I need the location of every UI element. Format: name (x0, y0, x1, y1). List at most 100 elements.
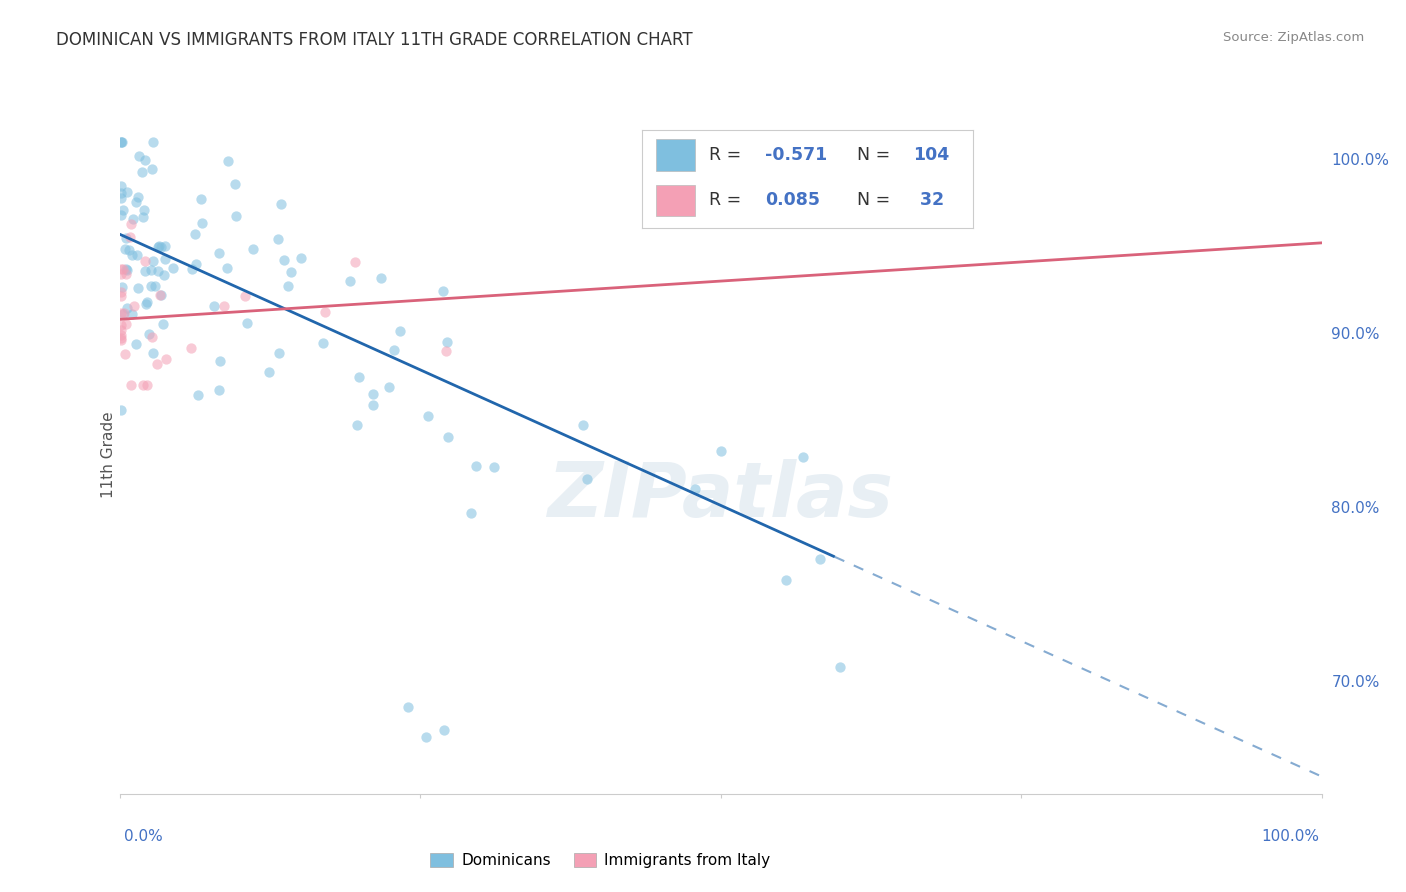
Text: DOMINICAN VS IMMIGRANTS FROM ITALY 11TH GRADE CORRELATION CHART: DOMINICAN VS IMMIGRANTS FROM ITALY 11TH … (56, 31, 693, 49)
Point (115, 262, 138, 277)
Point (437, 430, 460, 444)
Point (482, 459, 505, 474)
Point (131, 378, 153, 392)
Point (710, 443, 733, 458)
Point (110, 135, 132, 149)
Point (136, 378, 159, 392)
Point (433, 723, 456, 737)
Point (152, 317, 174, 331)
Point (112, 306, 135, 320)
Point (132, 210, 155, 224)
Point (808, 551, 831, 566)
Point (215, 261, 238, 276)
Point (110, 285, 132, 300)
Point (152, 268, 174, 282)
Point (110, 267, 132, 281)
Point (415, 730, 437, 744)
Point (142, 135, 165, 149)
Point (134, 264, 156, 278)
Point (233, 289, 256, 303)
Point (257, 365, 280, 379)
Point (280, 265, 302, 279)
Point (349, 370, 371, 384)
Point (186, 388, 208, 402)
Point (270, 196, 292, 211)
Point (148, 239, 170, 253)
Point (792, 450, 814, 465)
Point (110, 208, 132, 222)
Point (153, 239, 176, 253)
Point (141, 279, 163, 293)
Point (180, 341, 202, 355)
Point (122, 300, 145, 314)
Point (148, 263, 170, 277)
Point (138, 326, 160, 341)
Point (224, 177, 246, 191)
Point (110, 328, 132, 343)
Point (236, 316, 259, 330)
Point (110, 331, 132, 345)
Text: 100.0%: 100.0% (1261, 830, 1319, 844)
Point (110, 289, 132, 303)
Point (115, 301, 138, 315)
Point (115, 230, 138, 244)
Point (120, 229, 142, 244)
Point (115, 185, 138, 199)
Point (120, 378, 142, 392)
Point (135, 297, 157, 311)
Point (361, 386, 384, 401)
Point (114, 347, 136, 361)
Point (136, 295, 159, 310)
Point (110, 135, 132, 149)
Point (125, 248, 148, 262)
Point (312, 335, 335, 350)
Point (162, 260, 184, 275)
Point (184, 227, 207, 242)
Point (396, 700, 419, 714)
Point (148, 240, 170, 254)
Point (110, 323, 132, 337)
Point (212, 299, 235, 313)
Point (110, 191, 132, 205)
Text: Source: ZipAtlas.com: Source: ZipAtlas.com (1223, 31, 1364, 45)
Point (141, 161, 163, 176)
Point (208, 246, 231, 260)
Y-axis label: 11th Grade: 11th Grade (101, 411, 115, 499)
Point (111, 135, 134, 149)
Point (134, 253, 156, 268)
Text: 0.0%: 0.0% (124, 830, 163, 844)
Point (114, 242, 136, 256)
Point (110, 318, 132, 333)
Point (142, 254, 165, 268)
Point (131, 165, 153, 179)
Point (115, 262, 138, 277)
Point (277, 278, 299, 293)
Point (685, 483, 707, 497)
Point (128, 149, 150, 163)
Point (117, 243, 139, 257)
Point (125, 194, 148, 209)
Point (464, 459, 486, 474)
Point (142, 346, 165, 360)
Point (388, 324, 411, 338)
Point (225, 209, 247, 223)
Point (110, 186, 132, 201)
Point (115, 317, 138, 331)
Point (416, 409, 439, 423)
Point (267, 231, 290, 245)
Point (202, 298, 225, 312)
Point (149, 288, 172, 302)
Point (346, 417, 368, 432)
Legend: Dominicans, Immigrants from Italy: Dominicans, Immigrants from Italy (425, 847, 776, 874)
Point (150, 288, 173, 302)
Point (828, 660, 851, 674)
Point (120, 217, 142, 231)
Point (111, 203, 134, 218)
Point (217, 154, 239, 169)
Point (155, 352, 177, 367)
Point (141, 262, 163, 277)
Point (110, 333, 132, 347)
Point (572, 418, 595, 433)
Point (110, 262, 132, 277)
Point (209, 354, 232, 368)
